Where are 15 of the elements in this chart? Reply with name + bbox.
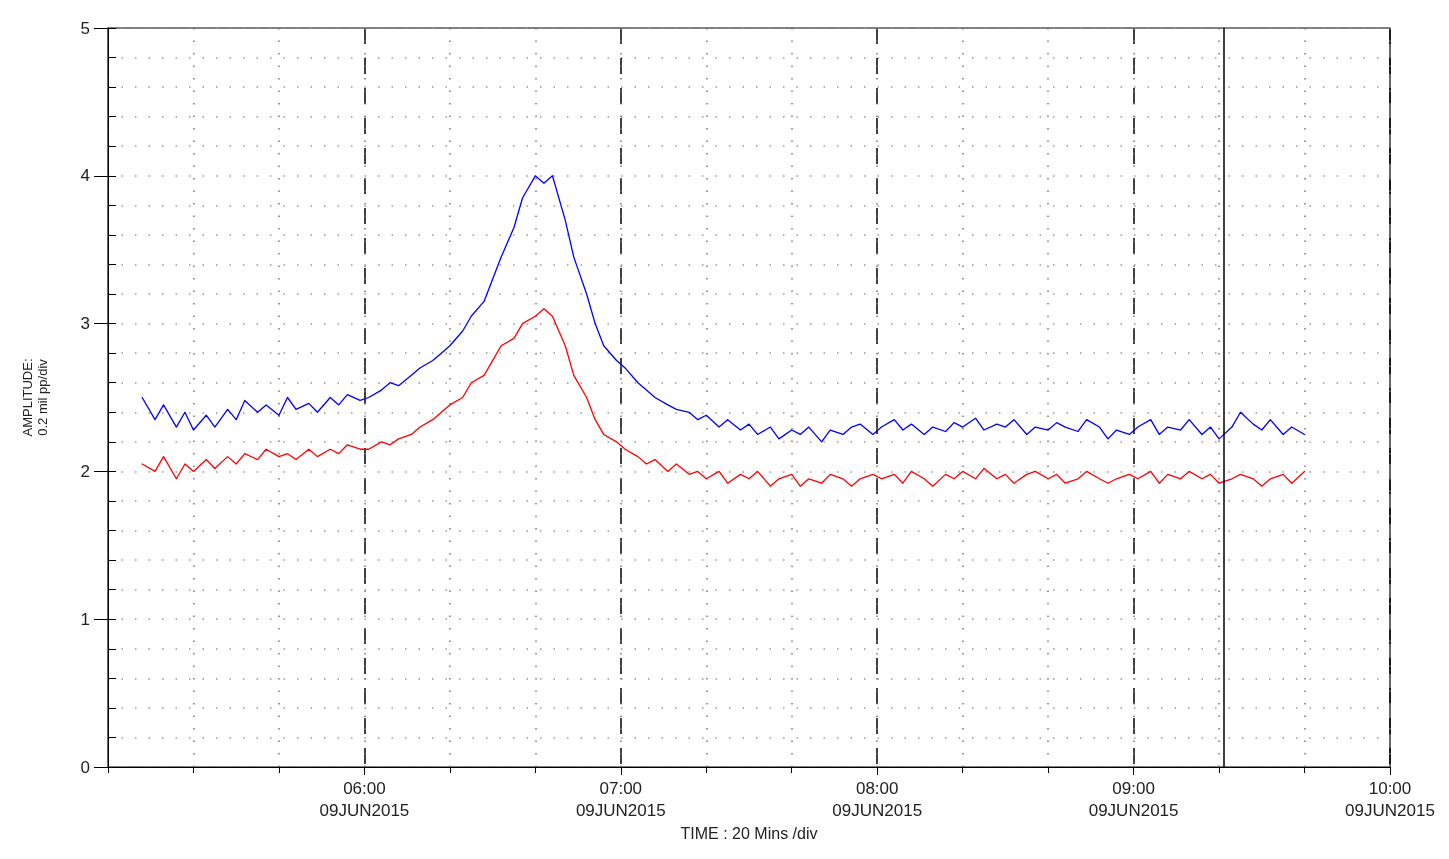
- y-tick-label: 0: [80, 757, 90, 777]
- x-tick-label: 10:00 09JUN2015: [1345, 778, 1435, 820]
- x-tick-label: 07:00 09JUN2015: [575, 778, 666, 820]
- x-axis-title: TIME : 20 Mins /div: [680, 825, 818, 843]
- x-tick-label: 06:00 09JUN2015: [319, 778, 410, 820]
- x-tick-label: 08:00 09JUN2015: [832, 778, 923, 820]
- y-tick-label: 2: [80, 461, 90, 481]
- y-tick-label: 5: [80, 18, 90, 38]
- y-axis-title: AMPLITUDE: 0.2 mil pp/div: [20, 358, 50, 437]
- y-tick-label: 4: [80, 166, 90, 186]
- y-tick-label: 1: [80, 609, 90, 629]
- x-tick-label: 09:00 09JUN2015: [1088, 778, 1179, 820]
- line-series: [141, 175, 1306, 443]
- line-series: [141, 308, 1306, 487]
- y-tick-label: 3: [80, 314, 90, 334]
